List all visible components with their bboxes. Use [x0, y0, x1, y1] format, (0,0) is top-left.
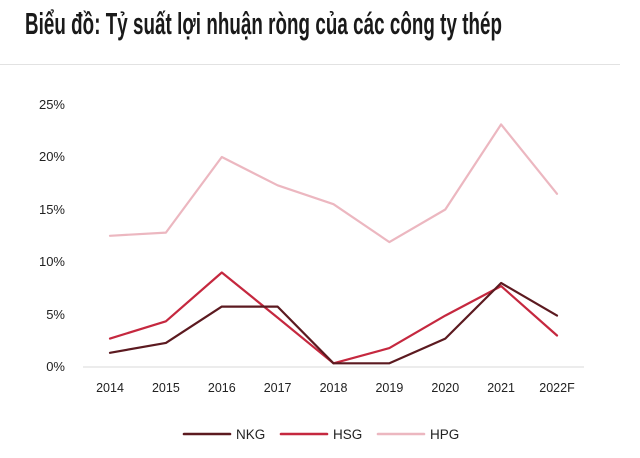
svg-text:2018: 2018: [320, 381, 348, 395]
svg-text:15%: 15%: [39, 202, 65, 217]
svg-text:2017: 2017: [264, 381, 292, 395]
svg-text:5%: 5%: [46, 307, 65, 322]
svg-text:2022F: 2022F: [539, 381, 575, 395]
svg-text:2020: 2020: [431, 381, 459, 395]
svg-text:NKG: NKG: [236, 427, 265, 442]
svg-text:20%: 20%: [39, 149, 65, 164]
svg-text:0%: 0%: [46, 359, 65, 374]
svg-text:25%: 25%: [39, 97, 65, 112]
svg-text:2019: 2019: [375, 381, 403, 395]
svg-text:HPG: HPG: [430, 427, 459, 442]
svg-text:2021: 2021: [487, 381, 515, 395]
svg-text:HSG: HSG: [333, 427, 362, 442]
svg-text:2015: 2015: [152, 381, 180, 395]
svg-text:2016: 2016: [208, 381, 236, 395]
svg-text:10%: 10%: [39, 254, 65, 269]
svg-text:2014: 2014: [96, 381, 124, 395]
